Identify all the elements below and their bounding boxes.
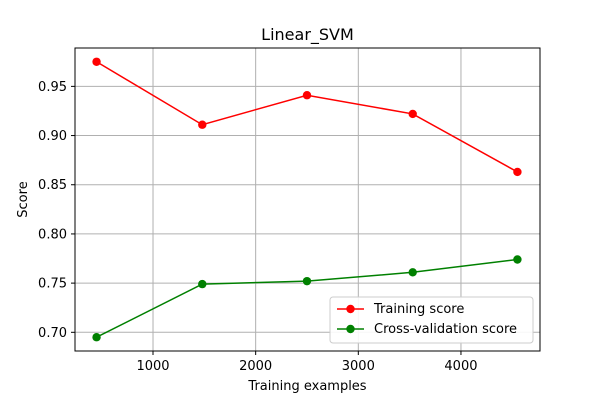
y-tick-label: 0.95: [38, 80, 67, 95]
cross-validation-score-point: [408, 268, 417, 277]
plot-frame: [74, 47, 541, 352]
x-tick-label: 3000: [342, 359, 375, 374]
legend-cross-validation-marker: [346, 324, 355, 334]
x-axis-label: Training examples: [247, 379, 366, 394]
x-tick-label: 1000: [136, 359, 169, 374]
legend-box: [329, 296, 534, 344]
x-tick-label: 2000: [239, 359, 272, 374]
training-score-point: [198, 120, 207, 129]
training-score-point: [92, 57, 101, 66]
y-axis-label: Score: [16, 181, 31, 217]
cross-validation-score-point: [302, 276, 312, 286]
legend-training-marker: [346, 304, 355, 314]
training-score-point: [408, 109, 417, 119]
series-layer: [92, 57, 522, 342]
chart-title: Linear_SVM: [261, 25, 354, 45]
y-tick-label: 0.70: [38, 326, 67, 341]
y-tick-label: 0.80: [38, 227, 67, 242]
training-score-point: [513, 167, 522, 177]
training-score-point: [302, 91, 312, 100]
x-axis-ticks: 1000 2000 3000 4000: [136, 351, 478, 374]
x-tick-label: 4000: [444, 359, 477, 374]
legend: Training score Cross-validation score: [329, 296, 534, 344]
legend-training-label: Training score: [373, 302, 464, 317]
y-tick-label: 0.75: [38, 277, 67, 292]
y-tick-label: 0.90: [38, 129, 67, 144]
cross-validation-score-point: [198, 279, 207, 289]
y-axis-ticks: 0.70 0.75 0.80 0.85 0.90 0.95: [38, 80, 75, 341]
cross-validation-score-point: [92, 333, 101, 342]
cross-validation-score-point: [513, 255, 522, 264]
y-tick-label: 0.85: [38, 178, 67, 193]
legend-cross-validation-label: Cross-validation score: [374, 322, 517, 337]
